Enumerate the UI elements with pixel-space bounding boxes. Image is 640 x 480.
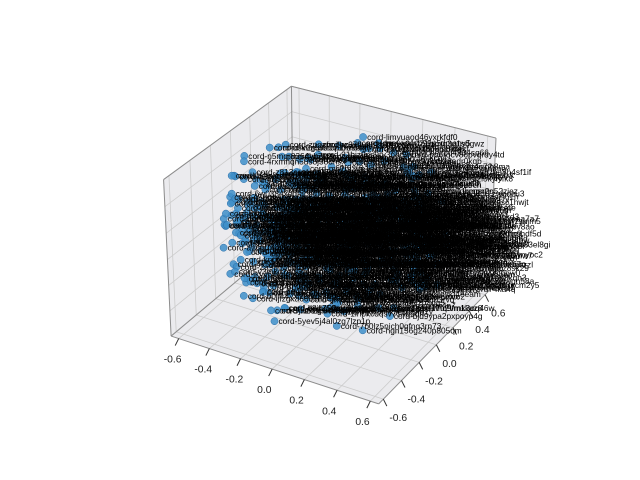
svg-text:-0.6: -0.6 bbox=[389, 413, 407, 424]
svg-text:cord-qqiv3hpy5uv5odwgn58a: cord-qqiv3hpy5uv5odwgn58a bbox=[426, 276, 535, 286]
svg-text:-0.2: -0.2 bbox=[425, 376, 443, 387]
svg-text:cord-5yev5j4al0zg7lzp1p: cord-5yev5j4al0zg7lzp1p bbox=[279, 316, 371, 326]
svg-text:cord-5ln5az1nokfpi9vbno: cord-5ln5az1nokfpi9vbno bbox=[298, 235, 391, 245]
svg-text:cord-ldacyeg4vb99u5dmany5: cord-ldacyeg4vb99u5dmany5 bbox=[362, 138, 471, 148]
svg-text:cord-5h8empvblvzll6xv: cord-5h8empvblvzll6xv bbox=[312, 172, 397, 182]
svg-text:0.0: 0.0 bbox=[257, 385, 272, 396]
svg-text:0.2: 0.2 bbox=[289, 396, 304, 407]
svg-text:cord-jj825izptq2vqssnd7: cord-jj825izptq2vqssnd7 bbox=[318, 247, 408, 257]
svg-text:0.0: 0.0 bbox=[442, 359, 457, 370]
svg-text:cord-i0odkn0cc8bapdx15lce: cord-i0odkn0cc8bapdx15lce bbox=[412, 202, 516, 212]
svg-text:cord-eabrci9dzajpvvqqmj37: cord-eabrci9dzajpvvqqmj37 bbox=[253, 202, 355, 212]
svg-text:cord-p64pnxr9270l8asku: cord-p64pnxr9270l8asku bbox=[356, 222, 448, 232]
svg-text:0.2: 0.2 bbox=[459, 342, 474, 353]
svg-text:cord-cpyte38gt7zwbqzu3: cord-cpyte38gt7zwbqzu3 bbox=[432, 188, 525, 198]
svg-text:-0.2: -0.2 bbox=[226, 375, 244, 386]
svg-text:cord-ml6dp4xh36z6rft9v364: cord-ml6dp4xh36z6rft9v364 bbox=[260, 222, 363, 232]
svg-text:-0.4: -0.4 bbox=[408, 394, 426, 405]
svg-text:-0.6: -0.6 bbox=[164, 355, 182, 366]
svg-text:cord-gm0dn992jgkbkmo: cord-gm0dn992jgkbkmo bbox=[310, 295, 399, 305]
svg-text:cord-tmt0ottbqk37mb9a: cord-tmt0ottbqk37mb9a bbox=[364, 157, 452, 167]
svg-text:-0.4: -0.4 bbox=[194, 365, 212, 376]
svg-text:cord-hgn156g240p805qm: cord-hgn156g240p805qm bbox=[367, 325, 462, 335]
svg-text:cord-lg7o1uf784al5yvt0: cord-lg7o1uf784al5yvt0 bbox=[359, 266, 446, 276]
svg-text:0.6: 0.6 bbox=[355, 417, 370, 428]
svg-text:0.4: 0.4 bbox=[475, 325, 490, 336]
svg-text:cord-478j22r0k09akaihco3q: cord-478j22r0k09akaihco3q bbox=[410, 249, 513, 259]
svg-text:0.4: 0.4 bbox=[322, 406, 337, 417]
